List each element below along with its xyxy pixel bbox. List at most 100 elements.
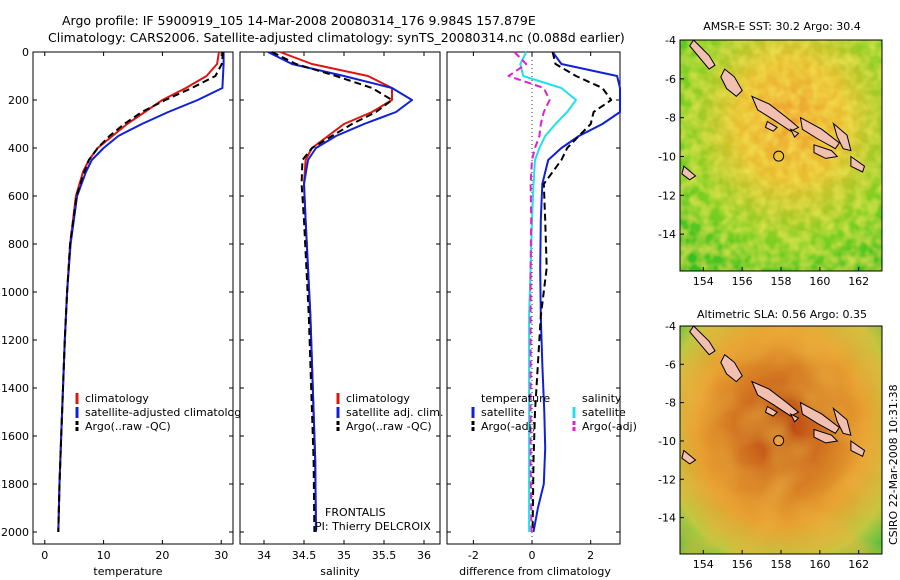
x-tick-label: 0 <box>41 549 48 562</box>
sla-map-title: Altimetric SLA: 0.56 Argo: 0.35 <box>697 308 867 321</box>
legend-label: Argo(..raw -QC) <box>85 420 171 433</box>
island-outline <box>689 39 716 70</box>
map-y-tick-label: -4 <box>665 34 676 47</box>
series-line-argo-raw-qc- <box>57 51 224 533</box>
difference-ticks: -2 0 2 <box>447 51 620 562</box>
map-x-tick-label: 160 <box>809 558 830 571</box>
salinity-xlabel: salinity <box>320 565 360 578</box>
temperature-ticks: 0 200 400 600 800 1000 1200 1400 1600 1800 2000 0 10… <box>1 46 233 562</box>
island-outline <box>750 95 800 132</box>
y-tick-label: 1200 <box>1 334 29 347</box>
y-tick-label: 1600 <box>1 430 29 443</box>
map-y-tick-label: -4 <box>665 320 676 333</box>
map-y-tick-label: -14 <box>658 512 676 525</box>
float-name: FRONTALIS <box>325 506 386 519</box>
difference-legend: temperature salinitysatelliteArgo(-adj)sa… <box>471 392 637 433</box>
legend-group-title: temperature <box>481 392 550 405</box>
y-tick-label: 600 <box>8 190 29 203</box>
sst-coastlines <box>681 39 866 181</box>
salinity-panel: 34 34.5 35 35.5 36 salinity climatologysatel… <box>239 51 443 578</box>
legend-label: climatology <box>346 392 410 405</box>
temperature-panel: 0 200 400 600 800 1000 1200 1400 1600 1800 2000 0 10… <box>1 46 248 578</box>
x-tick-label: 34.5 <box>292 549 317 562</box>
sst-map-ticks: 154 156 158 160 162 -4 -6 -8 -10 -12 -14 <box>658 34 869 288</box>
sla-coastlines <box>681 325 866 465</box>
island-outline <box>750 380 800 417</box>
csiro-timestamp: CSIRO 22-Mar-2008 10:31:38 <box>887 384 900 545</box>
island-outline <box>813 428 839 444</box>
x-tick-label: 10 <box>97 549 111 562</box>
sla-argo-marker <box>773 435 785 447</box>
x-tick-label: 30 <box>214 549 228 562</box>
legend-group-title: salinity <box>582 392 622 405</box>
map-x-tick-label: 158 <box>771 275 792 288</box>
x-tick-label: -2 <box>468 549 479 562</box>
x-tick-label: 35.5 <box>372 549 397 562</box>
map-y-tick-label: -10 <box>658 150 676 163</box>
y-tick-label: 400 <box>8 142 29 155</box>
island-outline <box>832 406 852 436</box>
island-outline <box>720 68 743 97</box>
island-outline <box>789 128 800 138</box>
map-x-tick-label: 156 <box>732 558 753 571</box>
map-y-tick-label: -12 <box>658 473 676 486</box>
map-y-tick-label: -12 <box>658 189 676 202</box>
argo-position-marker <box>773 435 785 447</box>
map-x-tick-label: 162 <box>848 558 869 571</box>
series-line-salinity-satellite <box>519 51 577 532</box>
pi-name: PI: Thierry DELCROIX <box>315 520 431 533</box>
figure-title-line2: Climatology: CARS2006. Satellite-adjuste… <box>48 30 625 45</box>
map-x-tick-label: 156 <box>732 275 753 288</box>
x-tick-label: 2 <box>587 549 594 562</box>
legend-label: Argo(-adj) <box>582 420 637 433</box>
island-outline <box>789 412 800 423</box>
series-line-temperature-argo-adj- <box>531 51 613 533</box>
map-y-tick-label: -6 <box>665 73 676 86</box>
map-x-tick-label: 154 <box>693 275 714 288</box>
island-outline <box>850 440 866 458</box>
x-tick-label: 36 <box>417 549 431 562</box>
map-y-tick-label: -14 <box>658 228 676 241</box>
y-tick-label: 200 <box>8 94 29 107</box>
sst-map-title: AMSR-E SST: 30.2 Argo: 30.4 <box>703 20 861 33</box>
island-outline <box>813 144 839 159</box>
x-tick-label: 20 <box>155 549 169 562</box>
island-outline <box>689 325 716 356</box>
map-x-tick-label: 158 <box>771 558 792 571</box>
x-tick-label: 0 <box>529 549 536 562</box>
sla-map-ticks: 154 156 158 160 162 -4 -6 -8 -10 -12 -14 <box>658 320 869 571</box>
map-x-tick-label: 154 <box>693 558 714 571</box>
y-tick-label: 1400 <box>1 382 29 395</box>
y-tick-label: 800 <box>8 238 29 251</box>
sst-map-panel: AMSR-E SST: 30.2 Argo: 30.4 154 156 158 160… <box>658 20 883 288</box>
series-line-satellite-adj-clim- <box>267 51 413 533</box>
y-tick-label: 1800 <box>1 478 29 491</box>
sst-argo-marker <box>773 150 785 162</box>
legend-label: climatology <box>85 392 149 405</box>
island-outline <box>720 353 743 383</box>
y-tick-label: 1000 <box>1 286 29 299</box>
difference-panel: -2 0 2 difference from climatology tempera… <box>446 51 637 578</box>
argo-position-marker <box>773 150 785 162</box>
map-y-tick-label: -8 <box>665 112 676 125</box>
series-line-salinity-argo-adj- <box>507 51 551 533</box>
island-outline <box>764 405 778 417</box>
difference-series <box>507 51 621 544</box>
map-x-tick-label: 160 <box>809 275 830 288</box>
island-outline <box>681 165 697 181</box>
x-tick-label: 34 <box>257 549 271 562</box>
temperature-axes-frame <box>32 51 234 545</box>
island-outline <box>799 116 840 150</box>
figure-title-line1: Argo profile: IF 5900919_105 14-Mar-2008… <box>62 13 536 28</box>
series-line-argo-raw-qc- <box>271 51 393 533</box>
island-outline <box>681 449 697 465</box>
legend-label: satellite-adjusted climatology <box>85 406 248 419</box>
map-y-tick-label: -10 <box>658 435 676 448</box>
salinity-series <box>267 51 413 533</box>
x-tick-label: 35 <box>337 549 351 562</box>
legend-label: Argo(..raw -QC) <box>346 420 432 433</box>
y-tick-label: 0 <box>22 46 29 59</box>
